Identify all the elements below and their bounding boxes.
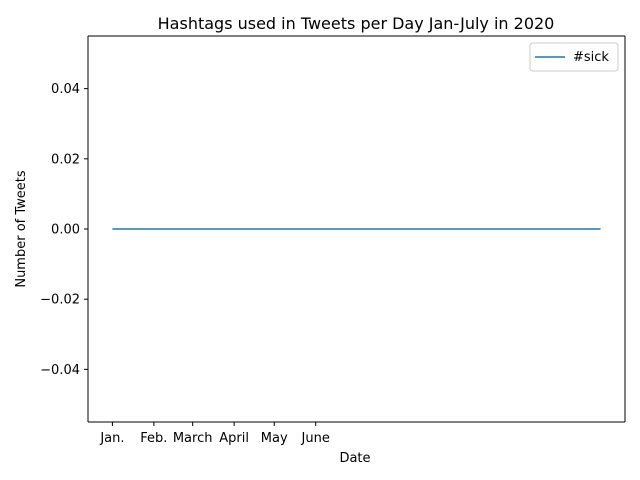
legend: #sick [529, 42, 619, 72]
legend-box [529, 42, 619, 72]
x-tick-label: Feb. [140, 431, 167, 446]
y-tick-label: 0.04 [51, 82, 80, 97]
y-axis-ticks: −0.04 −0.02 0.00 0.02 0.04 [40, 82, 88, 378]
y-tick-label: 0.00 [51, 223, 80, 238]
x-tick-label: April [219, 431, 249, 446]
x-tick-label: Jan. [99, 431, 124, 446]
y-axis-label: Number of Tweets [14, 170, 29, 288]
chart-title: Hashtags used in Tweets per Day Jan-July… [158, 14, 555, 33]
y-tick-label: −0.02 [40, 293, 80, 308]
y-tick-label: −0.04 [40, 363, 80, 378]
x-tick-label: March [173, 431, 213, 446]
x-axis-ticks: Jan. Feb. March April May June [99, 422, 330, 446]
x-tick-label: May [261, 431, 288, 446]
x-tick-label: June [301, 431, 330, 446]
plot-frame [87, 35, 626, 423]
y-tick-label: 0.02 [51, 152, 80, 167]
legend-label-sick: #sick [573, 50, 609, 65]
x-axis-label: Date [339, 451, 370, 466]
